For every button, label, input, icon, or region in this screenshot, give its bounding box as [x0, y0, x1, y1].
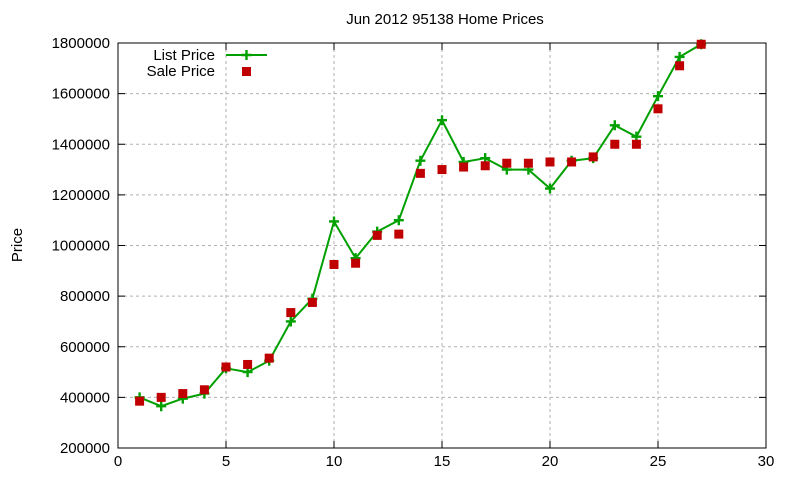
list-price-marker	[285, 316, 296, 327]
legend-samples	[226, 50, 267, 76]
sale-price-marker	[459, 162, 469, 172]
gridlines	[118, 43, 766, 448]
sale-price-marker	[437, 165, 447, 175]
y-tick-label: 600000	[60, 339, 110, 356]
y-tick-label: 200000	[60, 440, 110, 457]
sale-price-marker	[329, 259, 339, 269]
list-price-legend-marker	[241, 50, 252, 60]
sale-price-marker	[567, 157, 577, 167]
list-price-marker	[393, 215, 404, 226]
sale-price-marker	[394, 229, 404, 239]
axes	[117, 42, 767, 449]
list-price-marker	[545, 183, 555, 194]
sale-price-marker	[286, 308, 296, 318]
sale-price-legend-marker	[242, 67, 251, 76]
list-price-marker	[609, 120, 620, 131]
y-tick-label: 1600000	[52, 86, 110, 103]
legend-sale-price-label: Sale Price	[147, 63, 215, 80]
sale-price-marker	[480, 161, 490, 171]
y-tick-label: 1000000	[52, 238, 110, 255]
x-tick-label: 10	[326, 453, 343, 470]
list-price-marker	[156, 401, 167, 412]
y-axis-label: Price	[9, 228, 26, 262]
sale-price-marker	[243, 359, 253, 369]
sale-price-marker	[696, 39, 706, 49]
sale-price-marker	[307, 297, 317, 307]
list-price-marker	[674, 51, 685, 62]
x-tick-label: 0	[114, 453, 122, 470]
legend: List Price Sale Price	[147, 47, 267, 80]
sale-price-marker	[135, 396, 145, 406]
y-tick-label: 400000	[60, 389, 110, 406]
y-tick-label: 1800000	[52, 35, 110, 52]
list-price-line	[139, 43, 702, 408]
sale-price-marker	[156, 392, 166, 402]
sale-price-marker	[523, 158, 533, 168]
sale-price-marker	[178, 389, 188, 399]
y-tick-label: 1400000	[52, 136, 110, 153]
sale-price-marker	[610, 139, 620, 149]
sale-price-marker	[631, 139, 641, 149]
y-tick-label: 1200000	[52, 187, 110, 204]
sale-price-marker	[502, 158, 512, 168]
list-price-marker	[437, 115, 447, 126]
tick-labels: 0 5 10 15 20 25 30 200000 400000 600000 800000 1000…	[52, 35, 775, 470]
sale-price-marker	[675, 61, 685, 71]
sale-price-marker	[653, 104, 663, 114]
sale-price-marker	[199, 385, 209, 395]
sale-price-marker	[372, 230, 382, 240]
legend-list-price-label: List Price	[153, 47, 215, 64]
data-series	[134, 39, 707, 412]
x-tick-label: 15	[434, 453, 451, 470]
sale-price-marker	[221, 362, 231, 372]
y-tick-label: 800000	[60, 288, 110, 305]
sale-price-marker	[545, 157, 555, 167]
list-price-marker	[653, 91, 663, 102]
chart-title: Jun 2012 95138 Home Prices	[346, 11, 544, 28]
sale-price-marker	[415, 168, 425, 178]
sale-price-marker	[351, 258, 361, 268]
list-price-marker	[329, 216, 339, 227]
x-tick-label: 30	[758, 453, 775, 470]
list-price-series	[134, 39, 707, 412]
sale-price-marker	[588, 152, 598, 162]
x-tick-label: 20	[542, 453, 559, 470]
list-price-marker	[415, 155, 426, 166]
x-tick-label: 25	[650, 453, 667, 470]
sale-price-series	[135, 39, 706, 406]
x-tick-label: 5	[222, 453, 230, 470]
sale-price-marker	[264, 353, 274, 363]
